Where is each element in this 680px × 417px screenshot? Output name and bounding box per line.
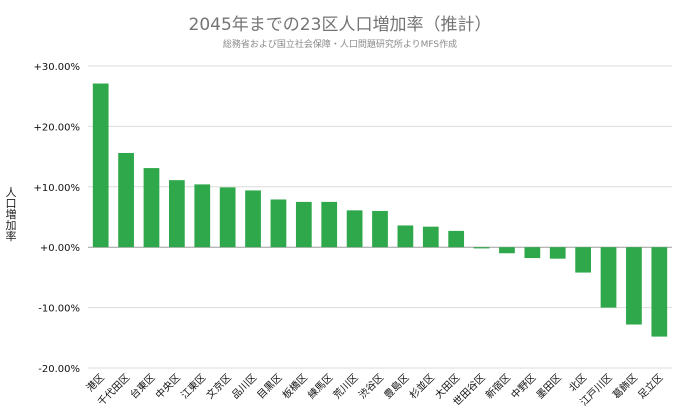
x-tick-label: 港区: [84, 372, 107, 395]
y-tick-label: +10.00%: [33, 183, 80, 194]
x-tick-label: 中野区: [508, 371, 538, 401]
bar: [600, 247, 617, 308]
bar: [168, 180, 185, 248]
x-tick-label: 目黒区: [255, 372, 285, 402]
bar: [651, 247, 668, 337]
x-tick-label: 板橋区: [280, 371, 310, 401]
bar: [397, 225, 414, 248]
bar: [372, 210, 388, 248]
x-tick-label: 北区: [567, 372, 590, 395]
bar: [295, 201, 312, 248]
y-tick-label: +30.00%: [33, 62, 80, 73]
bar: [524, 247, 541, 259]
bar: [321, 201, 338, 248]
bar: [245, 190, 261, 248]
bar: [118, 152, 134, 248]
chart-title: 2045年までの23区人口増加率（推計）: [188, 15, 492, 35]
y-tick-label: +0.00%: [40, 243, 80, 254]
bar: [346, 210, 363, 248]
bar: [473, 247, 490, 249]
x-tick-label: 練馬区: [305, 371, 335, 401]
x-tick-label: 杉並区: [406, 371, 436, 401]
x-tick-label: 品川区: [229, 372, 259, 402]
bar: [194, 184, 211, 248]
bar: [499, 247, 515, 254]
x-tick-label: 豊島区: [381, 371, 411, 401]
bar: [143, 168, 160, 248]
x-tick-label: 新宿区: [483, 371, 513, 401]
bar: [422, 226, 439, 248]
bar: [448, 230, 465, 248]
x-tick-label: 荒川区: [331, 372, 361, 402]
chart-subtitle: 総務省および国立社会保障・人口問題研究所よりMFS作成: [222, 40, 458, 50]
x-tick-label: 足立区: [635, 371, 665, 401]
x-tick-label: 台東区: [127, 371, 157, 401]
bar: [92, 83, 109, 248]
x-tick-label: 墨田区: [534, 372, 564, 402]
x-tick-label: 文京区: [203, 371, 233, 401]
bar: [219, 187, 236, 248]
x-tick-label: 江東区: [178, 371, 208, 401]
x-tick-label: 中央区: [153, 371, 183, 401]
y-axis-label: 人口増加率: [4, 186, 17, 242]
y-tick-label: -20.00%: [38, 364, 80, 375]
y-tick-label: +20.00%: [33, 122, 80, 133]
bar: [626, 247, 642, 325]
bar: [549, 247, 566, 259]
bar: [575, 247, 592, 273]
x-tick-label: 渋谷区: [356, 371, 386, 401]
y-tick-label: -10.00%: [38, 304, 80, 315]
bar: [270, 199, 287, 248]
x-tick-label: 葛飾区: [610, 371, 640, 401]
